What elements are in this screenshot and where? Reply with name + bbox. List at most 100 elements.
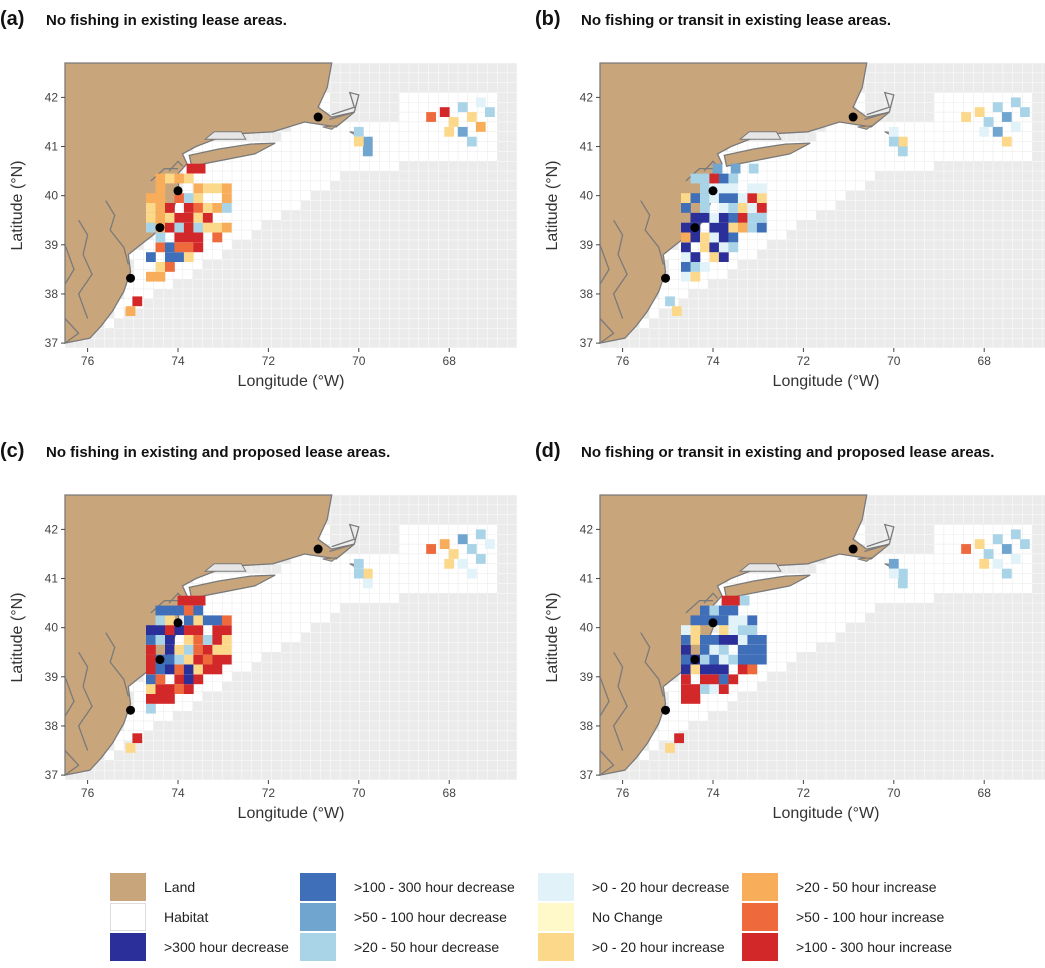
habitat-cell [428, 534, 439, 545]
change-cell [146, 222, 156, 233]
habitat-cell [330, 573, 341, 584]
legend-item-100-300-decrease: >100 - 300 hour decrease [300, 872, 515, 902]
habitat-cell [231, 170, 243, 182]
change-cell [681, 203, 691, 213]
change-cell [756, 222, 767, 233]
legend-item-0-20-increase: >0 - 20 hour increase [538, 932, 725, 962]
habitat-cell [845, 151, 856, 162]
habitat-cell [457, 583, 469, 594]
change-cell [221, 615, 232, 626]
map-plot: 76 74 72 70 68 37 38 39 40 41 42 Longitude (°W) Lati… [544, 494, 1045, 822]
habitat-cell [280, 602, 292, 614]
habitat-cell [428, 151, 439, 162]
habitat-cell [251, 190, 262, 201]
change-cell [195, 595, 206, 606]
habitat-cell [766, 642, 778, 653]
habitat-cell [182, 269, 193, 280]
habitat-cell [389, 151, 400, 162]
change-cell [665, 296, 675, 307]
habitat-cell [747, 681, 758, 692]
port-marker [690, 655, 700, 665]
habitat-cell [241, 622, 252, 633]
legend-swatch [110, 903, 146, 931]
habitat-cell [855, 180, 866, 191]
habitat-cell [766, 161, 778, 172]
change-cell [709, 605, 720, 616]
change-cell [690, 694, 701, 704]
habitat-cell [448, 573, 459, 584]
habitat-cell [1022, 553, 1033, 564]
change-cell [221, 193, 232, 203]
island [322, 557, 338, 562]
y-tick-label: 38 [45, 287, 59, 301]
habitat-cell [933, 131, 945, 142]
habitat-cell [1012, 151, 1023, 162]
change-cell [756, 654, 767, 665]
habitat-cell [398, 111, 410, 123]
habitat-cell [806, 180, 817, 191]
habitat-cell [261, 210, 272, 221]
habitat-cell [290, 593, 302, 604]
habitat-cell [330, 170, 341, 182]
change-cell [718, 605, 729, 616]
change-cell [709, 684, 720, 694]
habitat-cell [133, 711, 144, 722]
change-cell [756, 635, 767, 645]
habitat-cell [477, 151, 488, 162]
habitat-cell [835, 121, 846, 132]
habitat-cell [398, 553, 410, 564]
habitat-cell [408, 534, 419, 545]
habitat-cell [487, 583, 498, 594]
habitat-cell [855, 602, 866, 614]
habitat-cell [290, 602, 302, 614]
x-tick-label: 70 [352, 786, 366, 800]
panel-label: (a) [0, 8, 25, 30]
habitat-cell [796, 642, 807, 653]
habitat-cell [379, 151, 390, 162]
change-cell [756, 644, 767, 655]
habitat-cell [1022, 121, 1033, 132]
habitat-cell [428, 563, 439, 574]
habitat-cell [904, 161, 915, 172]
change-cell [155, 232, 166, 243]
habitat-cell [806, 210, 817, 221]
island [857, 557, 873, 562]
habitat-cell [668, 269, 679, 280]
change-cell [700, 242, 710, 253]
habitat-cell [300, 583, 311, 594]
habitat-cell [757, 239, 768, 250]
habitat-cell [398, 151, 410, 162]
change-cell [728, 222, 739, 233]
change-cell [747, 625, 758, 635]
habitat-cell [786, 200, 797, 211]
change-cell [186, 595, 197, 606]
coastline [168, 160, 183, 172]
habitat-cell [212, 161, 223, 172]
habitat-cell [231, 622, 243, 633]
habitat-cell [457, 92, 469, 103]
change-cell [737, 635, 748, 645]
habitat-cell [330, 141, 341, 152]
habitat-cell [963, 563, 974, 574]
habitat-cell [933, 111, 945, 123]
habitat-cell [796, 593, 807, 604]
long-island [723, 574, 811, 599]
habitat-cell [806, 200, 817, 211]
habitat-cell [408, 151, 419, 162]
habitat-cell [261, 642, 272, 653]
habitat-cell [747, 249, 758, 260]
habitat-cell [320, 583, 331, 594]
habitat-cell [212, 249, 223, 260]
habitat-cell [457, 141, 469, 152]
y-axis-title: Latitude (°N) [544, 161, 561, 251]
change-cell [155, 183, 166, 194]
change-cell [193, 674, 204, 685]
habitat-cell [113, 740, 125, 751]
habitat-cell [1012, 131, 1023, 142]
y-tick-label: 37 [580, 768, 594, 782]
habitat-cell [963, 141, 974, 152]
port-marker [126, 705, 136, 715]
habitat-cell [339, 583, 351, 594]
cape-cod-coastline [864, 523, 895, 553]
change-cell [193, 212, 204, 223]
